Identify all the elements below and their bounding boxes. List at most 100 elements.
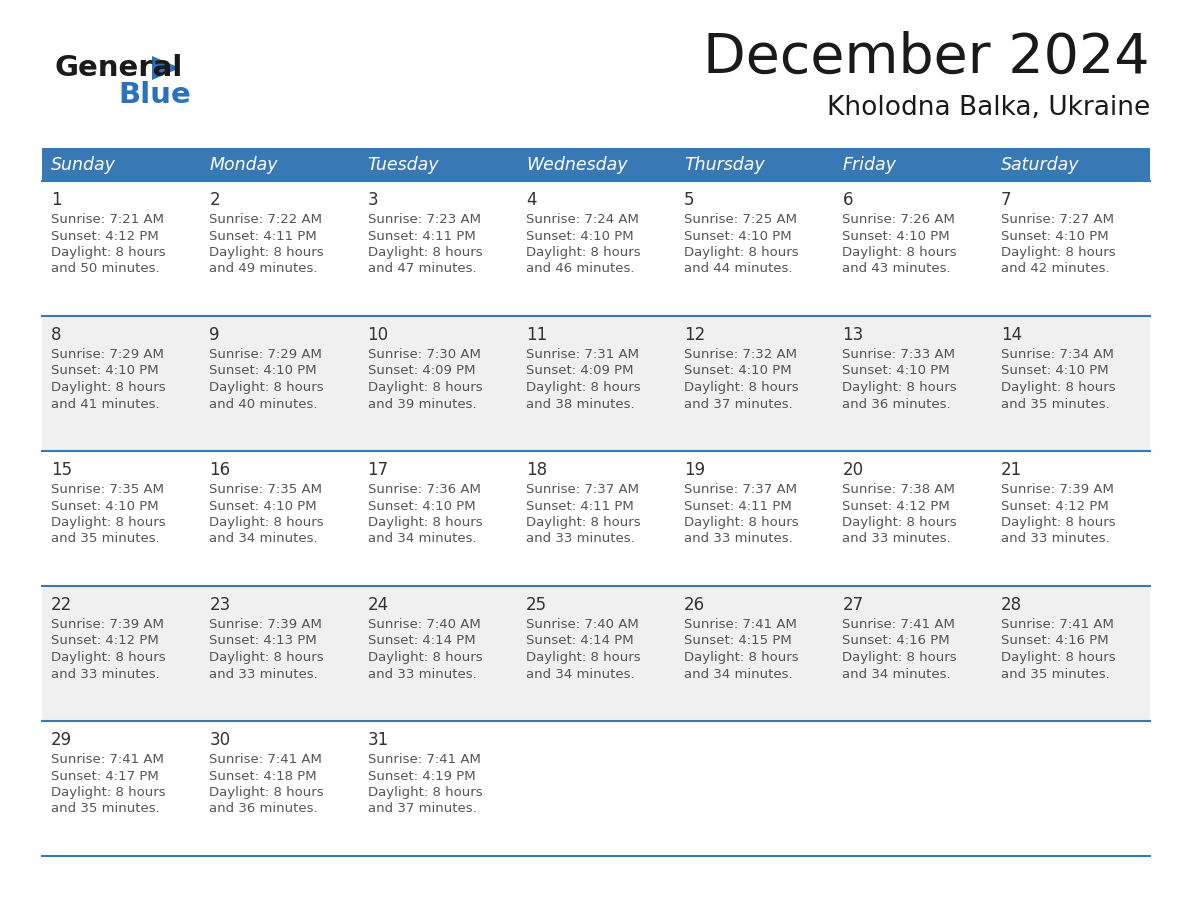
- Text: Sunset: 4:14 PM: Sunset: 4:14 PM: [526, 634, 633, 647]
- Text: and 41 minutes.: and 41 minutes.: [51, 397, 159, 410]
- Text: and 33 minutes.: and 33 minutes.: [1000, 532, 1110, 545]
- Text: Daylight: 8 hours: Daylight: 8 hours: [1000, 651, 1116, 664]
- Text: Daylight: 8 hours: Daylight: 8 hours: [51, 786, 165, 799]
- Text: Sunrise: 7:23 AM: Sunrise: 7:23 AM: [367, 213, 481, 226]
- Text: Sunset: 4:10 PM: Sunset: 4:10 PM: [51, 364, 159, 377]
- Text: Sunset: 4:12 PM: Sunset: 4:12 PM: [51, 634, 159, 647]
- Text: and 39 minutes.: and 39 minutes.: [367, 397, 476, 410]
- Text: 3: 3: [367, 191, 378, 209]
- Text: and 37 minutes.: and 37 minutes.: [367, 802, 476, 815]
- Bar: [42, 181, 1150, 316]
- Text: Sunset: 4:11 PM: Sunset: 4:11 PM: [367, 230, 475, 242]
- Text: 8: 8: [51, 326, 62, 344]
- Text: 21: 21: [1000, 461, 1022, 479]
- Bar: [675, 148, 834, 181]
- Text: 28: 28: [1000, 596, 1022, 614]
- Text: Sunset: 4:16 PM: Sunset: 4:16 PM: [1000, 634, 1108, 647]
- Bar: [517, 148, 675, 181]
- Text: 25: 25: [526, 596, 546, 614]
- Bar: [42, 586, 1150, 721]
- Text: Sunrise: 7:29 AM: Sunrise: 7:29 AM: [209, 348, 322, 361]
- Text: Daylight: 8 hours: Daylight: 8 hours: [367, 651, 482, 664]
- Bar: [42, 721, 1150, 856]
- Text: 27: 27: [842, 596, 864, 614]
- Text: Sunrise: 7:33 AM: Sunrise: 7:33 AM: [842, 348, 955, 361]
- Text: Daylight: 8 hours: Daylight: 8 hours: [51, 246, 165, 259]
- Text: Sunrise: 7:41 AM: Sunrise: 7:41 AM: [1000, 618, 1113, 631]
- Text: and 40 minutes.: and 40 minutes.: [209, 397, 317, 410]
- Text: Daylight: 8 hours: Daylight: 8 hours: [367, 246, 482, 259]
- Text: Sunset: 4:10 PM: Sunset: 4:10 PM: [51, 499, 159, 512]
- Text: Sunrise: 7:24 AM: Sunrise: 7:24 AM: [526, 213, 639, 226]
- Bar: [42, 316, 1150, 451]
- Text: Sunset: 4:10 PM: Sunset: 4:10 PM: [842, 230, 950, 242]
- Text: and 33 minutes.: and 33 minutes.: [367, 667, 476, 680]
- Text: Daylight: 8 hours: Daylight: 8 hours: [1000, 516, 1116, 529]
- Text: Sunset: 4:12 PM: Sunset: 4:12 PM: [1000, 499, 1108, 512]
- Text: and 33 minutes.: and 33 minutes.: [526, 532, 634, 545]
- Text: and 34 minutes.: and 34 minutes.: [842, 667, 952, 680]
- Text: Sunrise: 7:37 AM: Sunrise: 7:37 AM: [684, 483, 797, 496]
- Text: 16: 16: [209, 461, 230, 479]
- Text: 20: 20: [842, 461, 864, 479]
- Text: 12: 12: [684, 326, 706, 344]
- Text: Sunrise: 7:21 AM: Sunrise: 7:21 AM: [51, 213, 164, 226]
- Text: Sunrise: 7:35 AM: Sunrise: 7:35 AM: [51, 483, 164, 496]
- Text: Sunrise: 7:34 AM: Sunrise: 7:34 AM: [1000, 348, 1113, 361]
- Text: and 35 minutes.: and 35 minutes.: [51, 802, 159, 815]
- Text: Sunrise: 7:32 AM: Sunrise: 7:32 AM: [684, 348, 797, 361]
- Polygon shape: [152, 56, 181, 80]
- Text: and 36 minutes.: and 36 minutes.: [209, 802, 318, 815]
- Text: Daylight: 8 hours: Daylight: 8 hours: [526, 651, 640, 664]
- Text: Daylight: 8 hours: Daylight: 8 hours: [209, 381, 324, 394]
- Text: Daylight: 8 hours: Daylight: 8 hours: [1000, 246, 1116, 259]
- Text: 6: 6: [842, 191, 853, 209]
- Text: Kholodna Balka, Ukraine: Kholodna Balka, Ukraine: [827, 95, 1150, 121]
- Text: Sunset: 4:11 PM: Sunset: 4:11 PM: [526, 499, 633, 512]
- Text: and 43 minutes.: and 43 minutes.: [842, 263, 952, 275]
- Text: Saturday: Saturday: [1000, 156, 1079, 174]
- Text: Sunset: 4:18 PM: Sunset: 4:18 PM: [209, 769, 317, 782]
- Text: and 35 minutes.: and 35 minutes.: [1000, 397, 1110, 410]
- Text: Blue: Blue: [118, 81, 191, 109]
- Text: Sunset: 4:10 PM: Sunset: 4:10 PM: [526, 230, 633, 242]
- Text: Sunrise: 7:39 AM: Sunrise: 7:39 AM: [51, 618, 164, 631]
- Bar: [992, 148, 1150, 181]
- Text: and 36 minutes.: and 36 minutes.: [842, 397, 952, 410]
- Text: 1: 1: [51, 191, 62, 209]
- Text: Sunrise: 7:37 AM: Sunrise: 7:37 AM: [526, 483, 639, 496]
- Text: Sunrise: 7:31 AM: Sunrise: 7:31 AM: [526, 348, 639, 361]
- Text: 5: 5: [684, 191, 695, 209]
- Text: and 33 minutes.: and 33 minutes.: [842, 532, 952, 545]
- Text: Sunrise: 7:39 AM: Sunrise: 7:39 AM: [209, 618, 322, 631]
- Text: Daylight: 8 hours: Daylight: 8 hours: [526, 381, 640, 394]
- Text: Tuesday: Tuesday: [367, 156, 440, 174]
- Text: 26: 26: [684, 596, 706, 614]
- Text: Sunday: Sunday: [51, 156, 116, 174]
- Text: 11: 11: [526, 326, 548, 344]
- Text: Sunset: 4:12 PM: Sunset: 4:12 PM: [842, 499, 950, 512]
- Text: Daylight: 8 hours: Daylight: 8 hours: [684, 381, 798, 394]
- Text: 23: 23: [209, 596, 230, 614]
- Text: Sunset: 4:10 PM: Sunset: 4:10 PM: [367, 499, 475, 512]
- Text: Daylight: 8 hours: Daylight: 8 hours: [51, 516, 165, 529]
- Text: Sunset: 4:15 PM: Sunset: 4:15 PM: [684, 634, 792, 647]
- Text: Thursday: Thursday: [684, 156, 765, 174]
- Text: Sunset: 4:10 PM: Sunset: 4:10 PM: [1000, 364, 1108, 377]
- Text: Sunrise: 7:40 AM: Sunrise: 7:40 AM: [526, 618, 639, 631]
- Text: 31: 31: [367, 731, 388, 749]
- Text: Sunset: 4:09 PM: Sunset: 4:09 PM: [367, 364, 475, 377]
- Text: Sunset: 4:14 PM: Sunset: 4:14 PM: [367, 634, 475, 647]
- Text: Daylight: 8 hours: Daylight: 8 hours: [1000, 381, 1116, 394]
- Text: Daylight: 8 hours: Daylight: 8 hours: [367, 381, 482, 394]
- Text: Sunset: 4:11 PM: Sunset: 4:11 PM: [209, 230, 317, 242]
- Text: 14: 14: [1000, 326, 1022, 344]
- Text: 7: 7: [1000, 191, 1011, 209]
- Text: General: General: [55, 54, 183, 82]
- Text: and 49 minutes.: and 49 minutes.: [209, 263, 317, 275]
- Text: 9: 9: [209, 326, 220, 344]
- Text: Sunset: 4:12 PM: Sunset: 4:12 PM: [51, 230, 159, 242]
- Text: Sunset: 4:10 PM: Sunset: 4:10 PM: [209, 499, 317, 512]
- Text: Daylight: 8 hours: Daylight: 8 hours: [209, 516, 324, 529]
- Text: Daylight: 8 hours: Daylight: 8 hours: [842, 246, 958, 259]
